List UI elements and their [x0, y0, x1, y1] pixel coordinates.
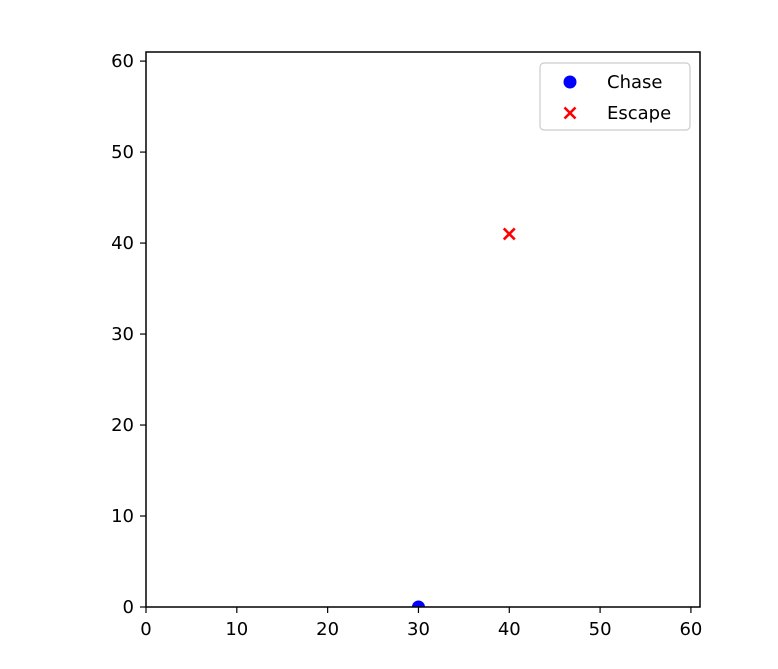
y-tick-label: 20 — [111, 415, 134, 436]
plot-frame — [145, 51, 701, 608]
y-tick-label: 0 — [123, 597, 134, 618]
x-tick-label: 0 — [140, 619, 151, 640]
x-tick-label: 10 — [225, 619, 248, 640]
y-tick-label: 10 — [111, 506, 134, 527]
x-tick-label: 20 — [316, 619, 339, 640]
y-tick-label: 60 — [111, 51, 134, 72]
legend-escape-marker — [563, 106, 577, 120]
legend-chase-label: Chase — [607, 72, 662, 93]
y-tick-label: 40 — [111, 233, 134, 254]
y-tick-label: 30 — [111, 324, 134, 345]
legend-chase-marker — [563, 75, 577, 89]
data-marks — [411, 227, 516, 607]
legend: Chase Escape — [539, 62, 691, 131]
chase-point — [411, 600, 425, 607]
legend-box — [539, 62, 691, 131]
y-axis: 0 10 20 30 40 50 60 — [111, 51, 146, 618]
x-axis: 0 10 20 30 40 50 60 — [140, 607, 702, 640]
x-tick-label: 30 — [407, 619, 430, 640]
x-tick-label: 40 — [498, 619, 521, 640]
x-tick-label: 60 — [679, 619, 702, 640]
x-tick-label: 50 — [589, 619, 612, 640]
escape-point — [502, 227, 516, 241]
legend-escape-label: Escape — [607, 103, 671, 124]
y-tick-label: 50 — [111, 142, 134, 163]
